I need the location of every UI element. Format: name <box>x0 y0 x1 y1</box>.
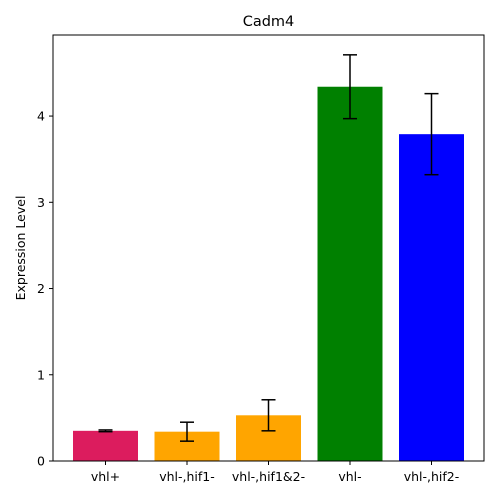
x-tick-label-2: vhl-,hif1&2- <box>232 469 305 484</box>
bar-4 <box>399 134 464 461</box>
chart-title: Cadm4 <box>243 14 295 30</box>
y-ticks-group: 0 1 2 3 4 <box>37 109 53 469</box>
plot-frame <box>52 34 485 462</box>
x-tick-label-3: vhl- <box>338 469 361 484</box>
y-tick-label-2: 2 <box>37 281 45 296</box>
bars-group <box>73 86 464 461</box>
y-axis-label: Expression Level <box>13 196 28 301</box>
bar-0 <box>73 430 138 461</box>
y-tick-label-4: 4 <box>37 109 45 124</box>
y-tick-label-1: 1 <box>37 367 45 382</box>
x-tick-label-4: vhl-,hif2- <box>404 469 460 484</box>
x-ticks-group: vhl+ vhl-,hif1- vhl-,hif1&2- vhl-vhl-,hif2- <box>91 461 459 484</box>
x-tick-label-1: vhl-,hif1- <box>159 469 215 484</box>
y-tick-label-0: 0 <box>37 454 45 469</box>
bar-3 <box>317 86 383 461</box>
error-bars-group <box>98 54 439 442</box>
y-tick-label-3: 3 <box>37 195 45 210</box>
x-tick-label-0: vhl+ <box>91 469 120 484</box>
